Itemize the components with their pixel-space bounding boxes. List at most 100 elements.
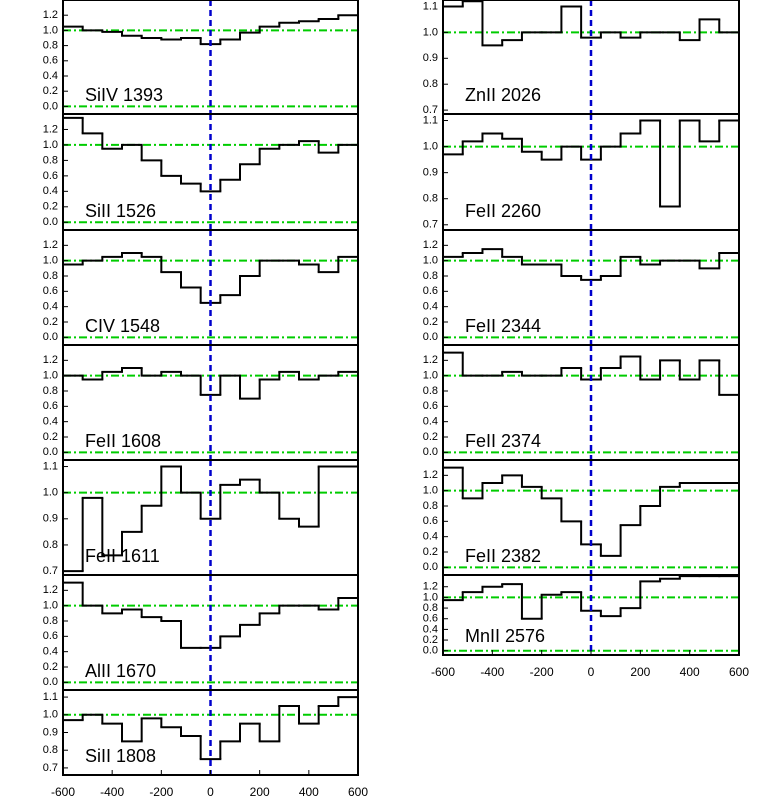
y-tick-label: 0.8 [423,500,438,512]
ion-label: AlII 1670 [85,661,156,681]
y-tick-label: 1.0 [43,600,58,612]
y-tick-label: 0.4 [43,416,58,428]
y-tick-label: 1.2 [43,9,58,21]
y-tick-label: 0.6 [43,55,58,67]
y-tick-label: 0.2 [423,634,438,646]
panel [63,230,358,345]
panel [443,0,739,114]
y-tick-label: 0.6 [423,515,438,527]
y-tick-label: 0.7 [43,565,58,577]
y-tick-label: 1.0 [423,591,438,603]
y-tick-label: 0.8 [43,744,58,756]
ion-label: FeII 1611 [85,546,160,566]
y-tick-label: 1.0 [43,139,58,151]
y-tick-label: 0.6 [43,170,58,182]
x-tick-label: 0 [207,785,214,799]
y-tick-label: 0.8 [43,539,58,551]
panel [443,460,739,575]
ion-label: FeII 1608 [85,431,161,451]
y-tick-label: 0.7 [423,104,438,116]
y-tick-label: 1.2 [423,239,438,251]
y-tick-label: 0.9 [423,52,438,64]
panel [63,575,358,690]
y-tick-label: 0.7 [423,219,438,231]
y-tick-label: 0.0 [43,331,58,343]
y-tick-label: 0.0 [43,216,58,228]
y-tick-label: 0.9 [43,513,58,525]
y-tick-label: 0.0 [423,331,438,343]
y-tick-label: 1.2 [423,581,438,593]
y-tick-label: 0.2 [43,431,58,443]
ion-label: ZnII 2026 [465,85,541,105]
y-tick-label: 1.2 [43,239,58,251]
ion-label: FeII 2382 [465,546,541,566]
y-tick-label: 0.6 [43,630,58,642]
x-tick-label: 200 [630,665,650,679]
y-tick-label: 0.4 [43,301,58,313]
ion-label: FeII 2344 [465,316,541,336]
y-tick-label: 0.2 [423,546,438,558]
y-tick-label: 1.0 [43,370,58,382]
y-tick-label: 0.0 [423,561,438,573]
y-tick-label: 1.0 [423,485,438,497]
y-tick-label: 0.2 [43,316,58,328]
y-tick-label: 0.2 [43,201,58,213]
y-tick-label: 0.8 [43,40,58,52]
y-tick-label: 1.2 [43,354,58,366]
y-tick-label: 0.8 [423,602,438,614]
y-tick-label: 0.2 [43,661,58,673]
y-tick-label: 0.8 [423,385,438,397]
y-tick-label: 1.0 [423,255,438,267]
y-tick-label: 0.6 [423,613,438,625]
y-tick-label: 1.2 [43,584,58,596]
ion-label: SiIV 1393 [85,85,163,105]
x-tick-label: -400 [100,785,124,799]
y-tick-label: 1.2 [423,354,438,366]
y-tick-label: 0.4 [43,185,58,197]
x-tick-label: 400 [299,785,319,799]
y-tick-label: 1.2 [43,123,58,135]
ion-label: MnII 2576 [465,626,545,646]
y-tick-label: 0.0 [423,446,438,458]
panel [443,230,739,345]
y-tick-label: 0.4 [423,623,438,635]
panel [63,690,358,775]
panel [63,0,358,114]
y-tick-label: 0.8 [43,385,58,397]
ion-label: SiII 1526 [85,201,156,221]
y-tick-label: 0.2 [43,85,58,97]
y-tick-label: 0.8 [43,270,58,282]
y-tick-label: 0.6 [423,285,438,297]
panel [443,345,739,460]
x-tick-label: -400 [480,665,504,679]
y-tick-label: 0.2 [423,431,438,443]
x-tick-label: 200 [250,785,270,799]
y-tick-label: 0.4 [423,416,438,428]
y-tick-label: 1.0 [43,709,58,721]
y-tick-label: 0.6 [43,400,58,412]
y-tick-label: 1.1 [43,460,58,472]
y-tick-label: 0.9 [423,167,438,179]
y-tick-label: 0.0 [43,676,58,688]
y-tick-label: 1.0 [423,26,438,38]
panel [443,114,739,230]
y-tick-label: 0.2 [423,316,438,328]
y-tick-label: 1.0 [423,370,438,382]
x-tick-label: 600 [729,665,749,679]
y-tick-label: 0.0 [423,645,438,657]
y-tick-label: 0.8 [423,78,438,90]
y-tick-label: 0.8 [423,193,438,205]
x-tick-label: -200 [530,665,554,679]
y-tick-label: 0.9 [43,726,58,738]
y-tick-label: 1.0 [43,24,58,36]
ion-label: FeII 2260 [465,201,541,221]
panel [63,460,358,575]
y-tick-label: 1.1 [423,114,438,126]
ion-label: CIV 1548 [85,316,160,336]
y-tick-label: 0.6 [423,400,438,412]
y-tick-label: 1.1 [43,691,58,703]
y-tick-label: 0.6 [43,285,58,297]
y-tick-label: 0.4 [423,531,438,543]
y-tick-label: 0.4 [43,646,58,658]
